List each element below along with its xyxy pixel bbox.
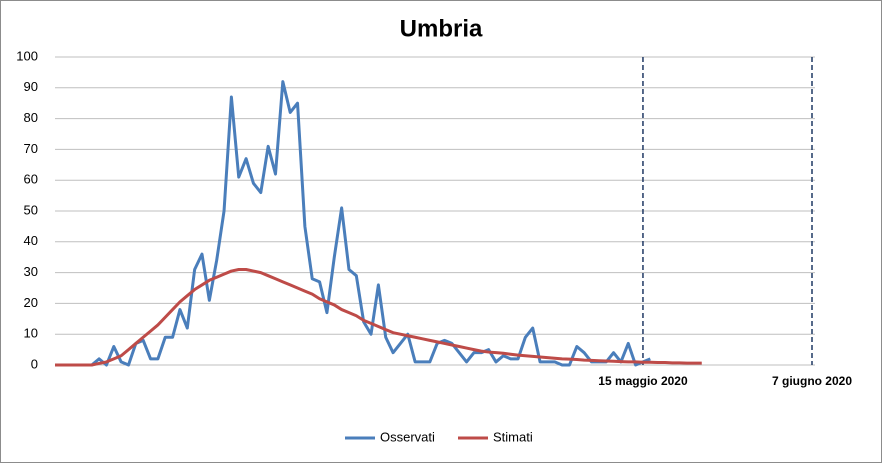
- y-tick-label: 40: [24, 233, 38, 248]
- y-tick-label: 70: [24, 141, 38, 156]
- series-line: [55, 268, 702, 367]
- y-tick-label: 60: [24, 172, 38, 187]
- y-tick-label: 10: [24, 326, 38, 341]
- chart-title: Umbria: [400, 15, 483, 42]
- legend-label: Osservati: [380, 429, 435, 444]
- y-tick-label: 0: [31, 356, 38, 371]
- y-tick-label: 50: [24, 202, 38, 217]
- x-tick-label: 7 giugno 2020: [772, 374, 852, 388]
- x-tick-label: 15 maggio 2020: [598, 374, 688, 388]
- y-tick-label: 20: [24, 295, 38, 310]
- y-tick-label: 30: [24, 264, 38, 279]
- series-line: [55, 80, 651, 367]
- legend-label: Stimati: [493, 429, 533, 444]
- y-tick-label: 90: [24, 79, 38, 94]
- y-tick-label: 80: [24, 110, 38, 125]
- y-tick-label: 100: [16, 48, 38, 63]
